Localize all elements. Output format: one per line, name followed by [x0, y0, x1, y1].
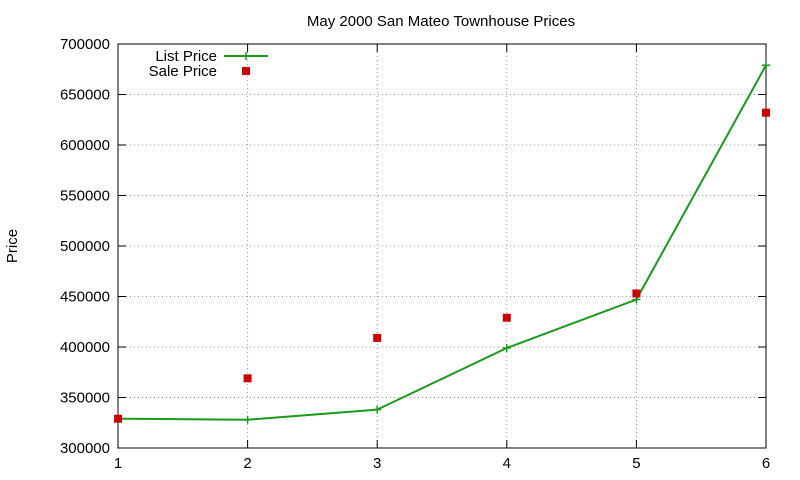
list-price-point: [243, 415, 252, 424]
legend-cross-swatch: [242, 52, 250, 60]
y-tick-label: 600000: [60, 137, 110, 154]
list-price-line: [117, 64, 767, 421]
sale-price-point: [762, 108, 770, 117]
x-tick-label: 6: [762, 455, 770, 472]
chart-title: May 2000 San Mateo Townhouse Prices: [307, 13, 575, 30]
sale-price-point: [114, 414, 122, 423]
x-tick-label: 5: [632, 455, 640, 472]
list-price-point: [502, 344, 511, 353]
grid: [118, 44, 766, 448]
series-layer: [114, 61, 770, 424]
legend-square-swatch: [242, 67, 250, 75]
sale-price-point: [373, 333, 382, 342]
list-price-point: [762, 61, 770, 70]
axis-ticks: 300000 350000 400000 450000 500000 550000 6000…: [60, 36, 770, 472]
x-tick-label: 2: [243, 455, 251, 472]
y-tick-label: 550000: [60, 188, 110, 205]
y-tick-label: 350000: [60, 390, 110, 407]
y-tick-label: 700000: [60, 36, 110, 53]
list-price-point: [373, 405, 382, 414]
legend-label: List Price: [155, 48, 217, 65]
y-tick-label: 650000: [60, 87, 110, 104]
y-tick-label: 300000: [60, 440, 110, 457]
x-tick-label: 3: [373, 455, 381, 472]
y-tick-label: 500000: [60, 238, 110, 255]
sale-price-point: [502, 313, 511, 322]
legend-label: Sale Price: [149, 63, 217, 80]
sale-price-point: [632, 289, 641, 298]
y-tick-label: 400000: [60, 339, 110, 356]
y-axis-label: Price: [4, 229, 21, 263]
y-tick-label: 450000: [60, 289, 110, 306]
x-tick-label: 4: [503, 455, 511, 472]
x-tick-label: 1: [114, 455, 122, 472]
sale-price-point: [243, 374, 252, 383]
